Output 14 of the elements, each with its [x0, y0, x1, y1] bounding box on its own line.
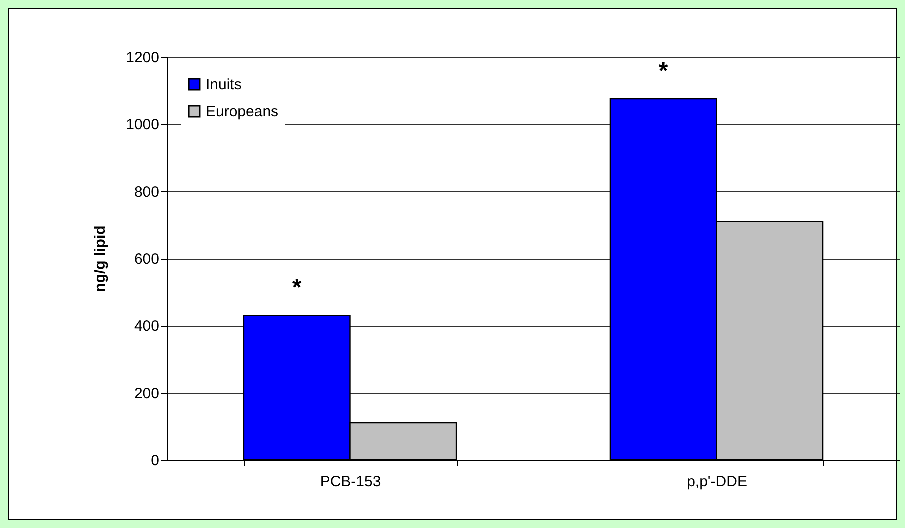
y-tick-label: 0 [151, 452, 160, 470]
annotation: * [292, 274, 302, 302]
y-tick-label: 600 [134, 251, 160, 268]
x-tick-label: p,p'-DDE [687, 474, 748, 490]
y-tick-label: 400 [134, 318, 160, 336]
y-tick-label: 200 [134, 385, 160, 402]
y-tick-label: 1200 [126, 50, 160, 66]
y-axis-title: ng/g lipid [92, 226, 110, 292]
annotation: * [658, 58, 669, 85]
x-tick-label: PCB-153 [320, 474, 382, 490]
legend-label: Inuits [206, 76, 242, 94]
legend-label: Europeans [206, 104, 279, 120]
y-tick-label: 800 [134, 184, 160, 201]
y-tick-label: 1000 [126, 116, 160, 134]
